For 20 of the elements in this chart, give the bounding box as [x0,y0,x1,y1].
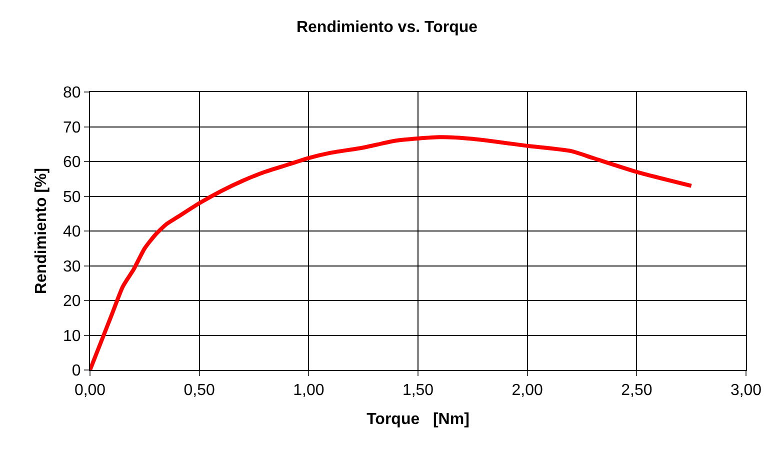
x-tick-label: 2,00 [512,382,543,400]
x-tick-label: 0,00 [74,382,106,400]
x-tick-label: 3,00 [730,382,762,400]
y-tick-label: 50 [63,188,81,206]
x-axis-title: Torque [Nm] [366,410,470,428]
x-tick-label: 2,50 [621,382,652,400]
x-tick-label: 0,50 [184,382,215,400]
y-tick-label: 20 [63,293,81,310]
y-tick-label: 30 [63,258,81,276]
y-tick-label: 10 [63,328,81,345]
y-tick-label: 70 [63,119,81,136]
y-tick-label: 0 [72,362,81,380]
x-tick-label: 1,50 [402,382,434,400]
y-tick-label: 40 [63,224,81,241]
y-axis-title: Rendimiento [%] [32,168,50,294]
x-tick-label: 1,00 [293,382,324,400]
chart-title: Rendimiento vs. Torque [296,18,478,36]
line-series [90,135,694,370]
y-tick-label: 60 [63,154,81,172]
y-tick-label: 80 [63,84,81,102]
